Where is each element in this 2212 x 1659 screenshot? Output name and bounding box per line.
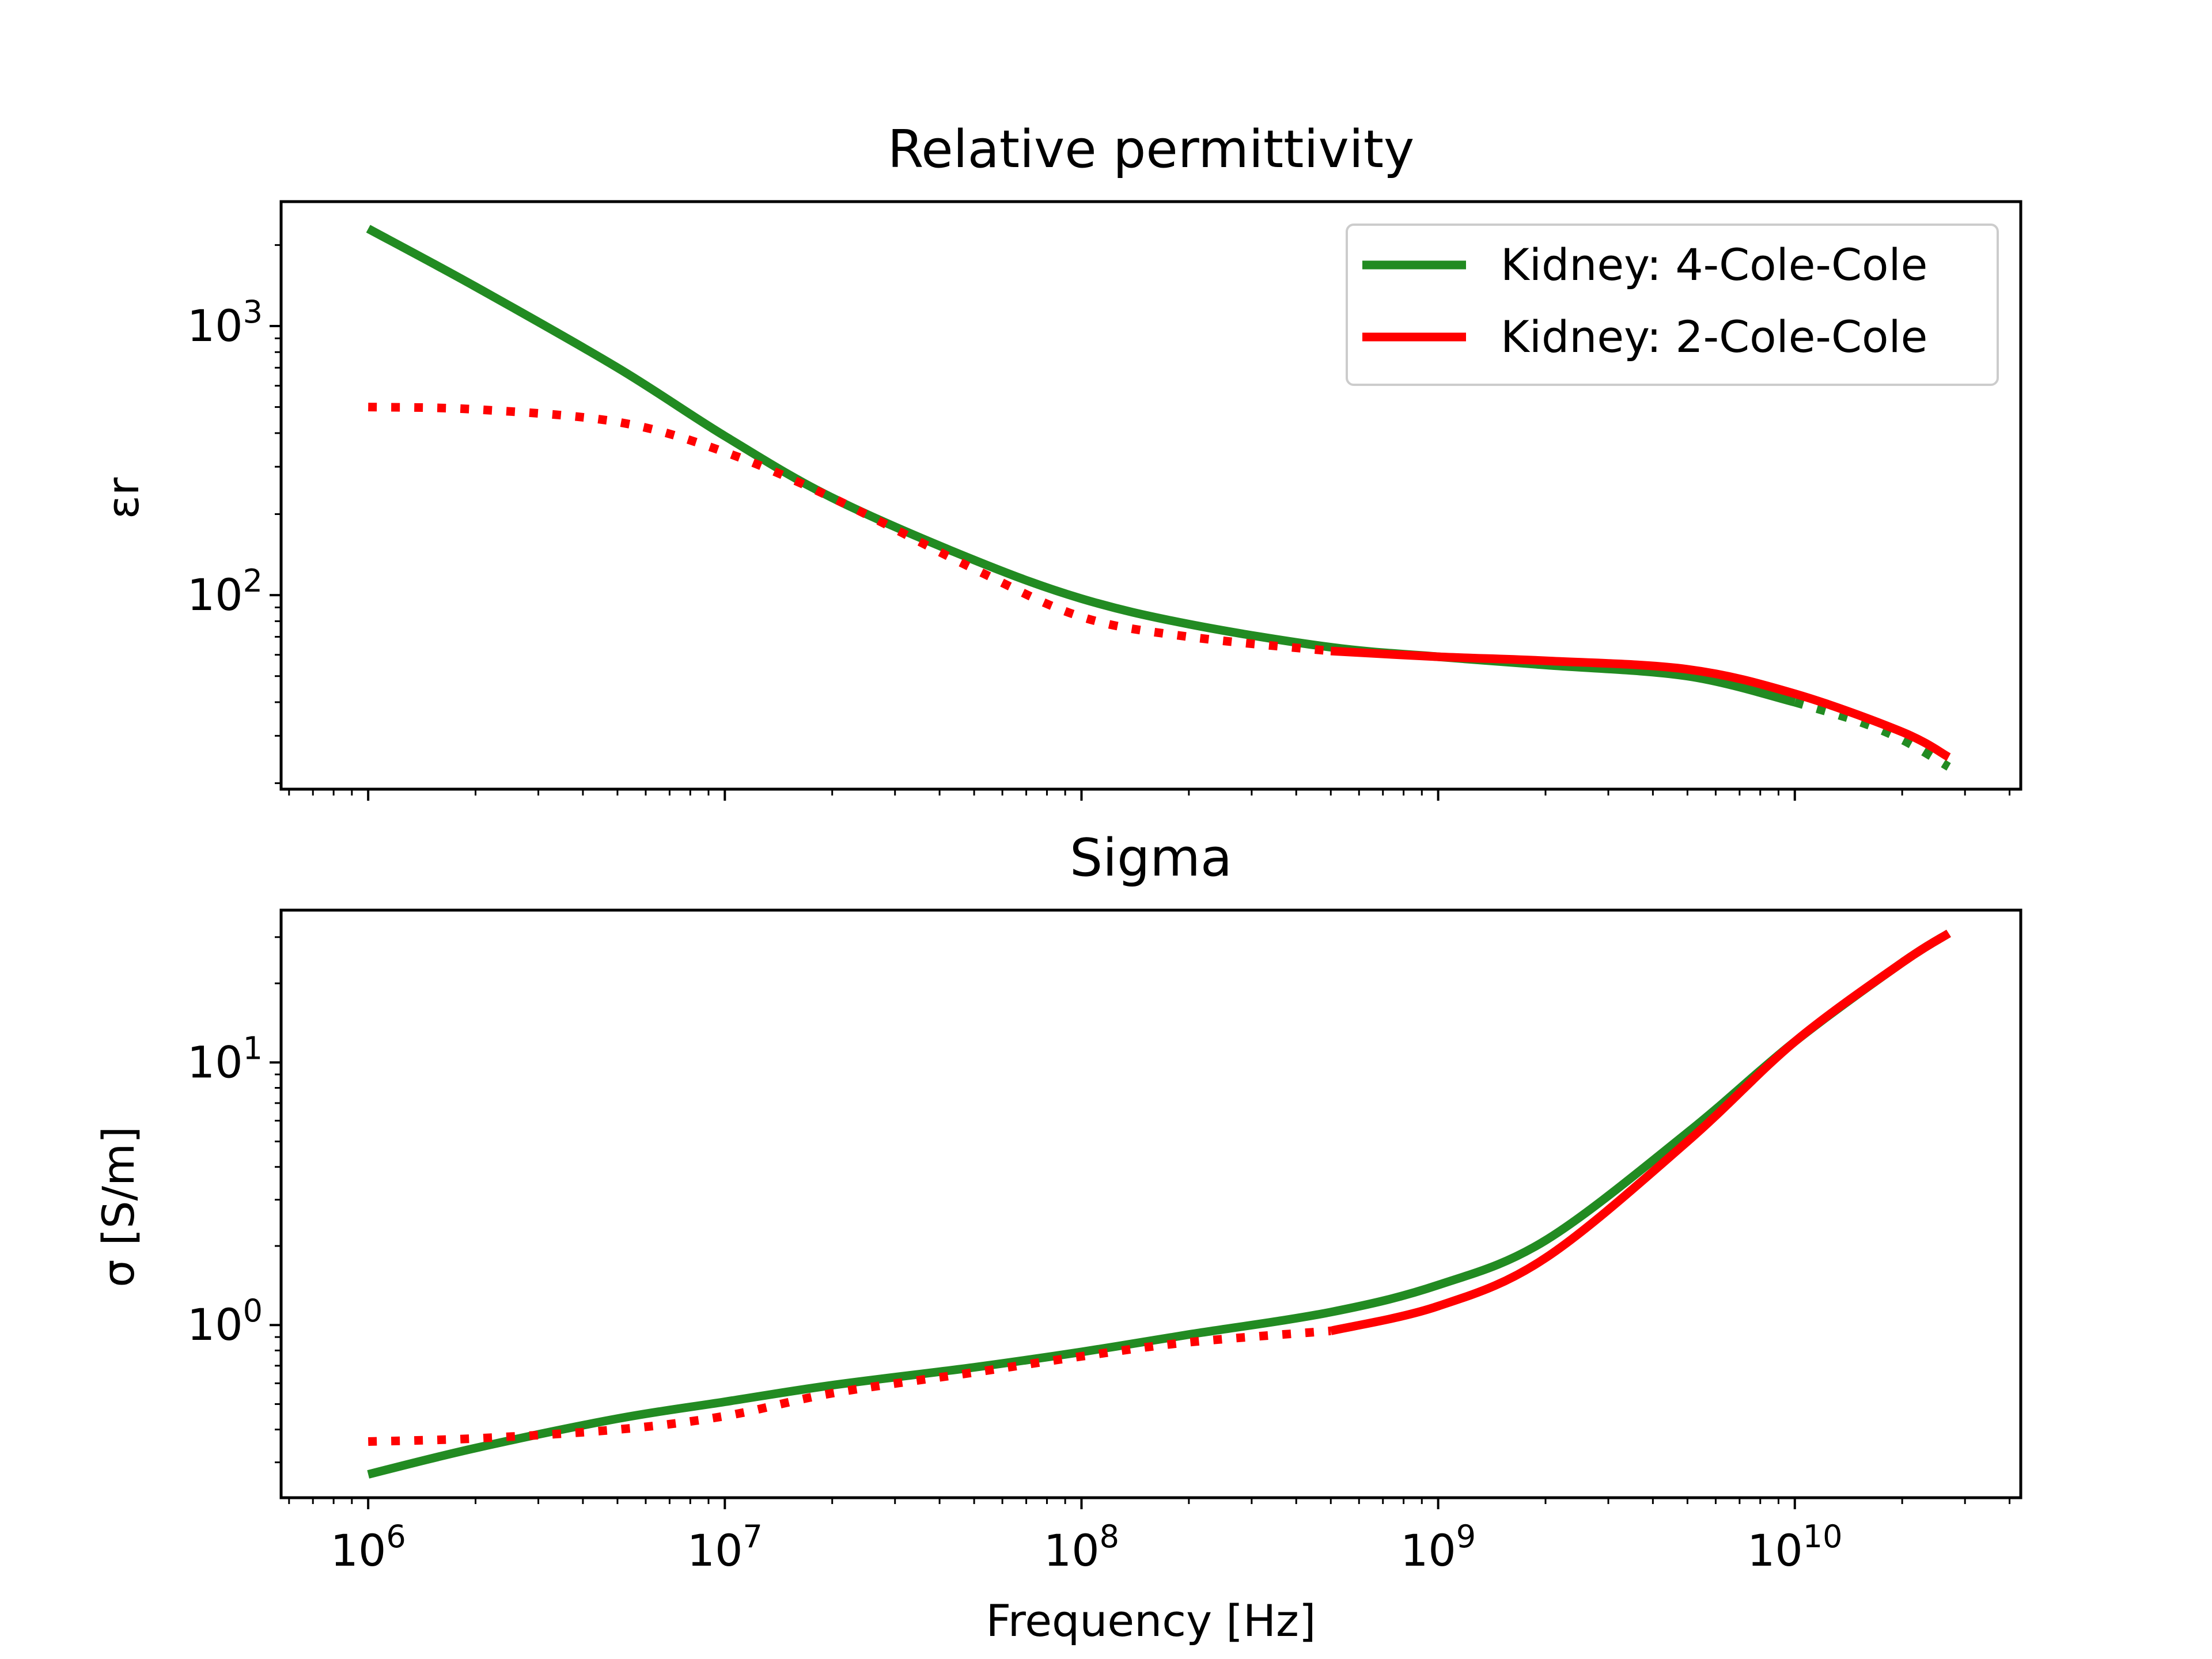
series-extrapolation-kidney-4-cole-cole	[1793, 698, 1951, 771]
sigma-ylabel: σ [S/m]	[93, 1126, 144, 1287]
y-tick-label: 102	[187, 563, 263, 620]
legend: Kidney: 4-Cole-Cole Kidney: 2-Cole-Cole	[1346, 224, 1999, 386]
x-tick-label: 106	[331, 1518, 406, 1576]
permittivity-series	[366, 225, 1951, 771]
y-tick-label: 101	[187, 1030, 263, 1088]
x-tick-label: 108	[1044, 1518, 1119, 1576]
permittivity-axes-frame	[279, 200, 2022, 791]
legend-label-4-cole-cole: Kidney: 4-Cole-Cole	[1501, 239, 1927, 290]
permittivity-axis-ticks: 102 103	[187, 244, 2011, 801]
sigma-axis-ticks: 106 107 108 109 1010 100 101	[187, 936, 2011, 1576]
x-tick-label: 107	[687, 1518, 763, 1576]
y-tick-label: 100	[187, 1293, 263, 1350]
panel-sigma: Sigma σ [S/m] 106 107 108 109 1010 100 101 Fre…	[93, 828, 2022, 1646]
sigma-xlabel: Frequency [Hz]	[986, 1595, 1316, 1646]
permittivity-ylabel: εr	[97, 477, 149, 519]
x-tick-label: 109	[1400, 1518, 1476, 1576]
legend-label-2-cole-cole: Kidney: 2-Cole-Cole	[1501, 311, 1927, 362]
legend-box	[1346, 224, 1999, 386]
permittivity-title: Relative permittivity	[888, 119, 1415, 180]
sigma-title: Sigma	[1070, 828, 1232, 888]
series-extrapolation-kidney-2-cole-cole	[368, 1326, 1331, 1446]
panel-permittivity: Relative permittivity εr 102 103 Kidney: …	[97, 119, 2022, 801]
series-extrapolation-kidney-2-cole-cole	[368, 403, 1331, 656]
series-line-kidney-2-cole-cole	[1330, 929, 1951, 1335]
y-tick-label: 103	[187, 294, 263, 351]
series-line-kidney-2-cole-cole	[1330, 646, 1951, 761]
sigma-axes-frame	[279, 908, 2022, 1499]
sigma-series	[367, 929, 1951, 1479]
x-tick-label: 1010	[1747, 1518, 1842, 1576]
